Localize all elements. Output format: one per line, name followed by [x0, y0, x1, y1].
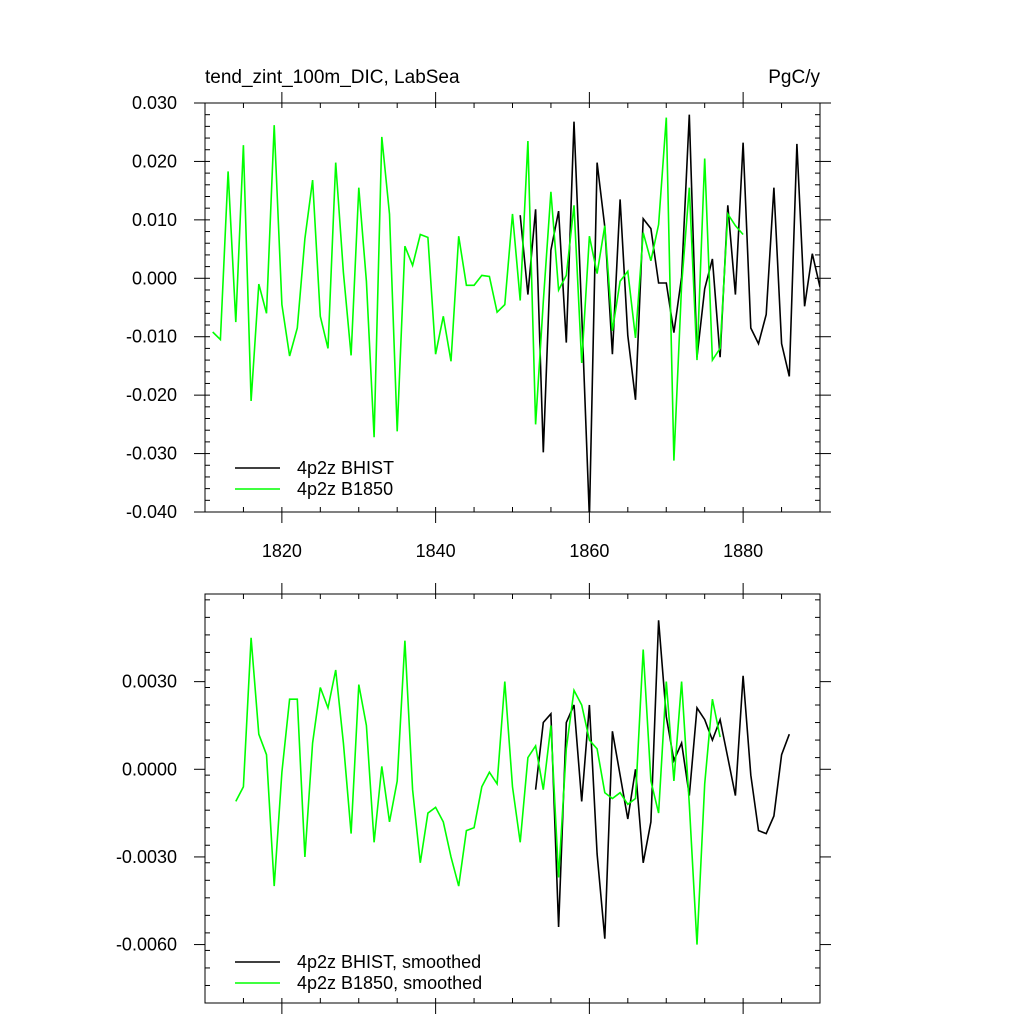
y-tick-label: -0.030 [126, 444, 177, 464]
units-label: PgC/y [768, 67, 820, 88]
chart-title: tend_zint_100m_DIC, LabSea [205, 67, 460, 88]
bottom-series-line-b1850 [235, 637, 721, 945]
y-tick-label: 0.030 [132, 93, 177, 113]
top-panel: 1820 1840 1860 1880 -0.040 -0.030 -0.020 -0.010… [126, 67, 831, 561]
y-tick-label: 0.000 [132, 268, 177, 288]
y-tick-label: 0.010 [132, 210, 177, 230]
y-tick-label: -0.040 [126, 502, 177, 522]
y-tick-label: -0.010 [126, 327, 177, 347]
y-tick-label: -0.0060 [116, 935, 177, 955]
x-tick-label: 1880 [723, 541, 763, 561]
legend-label-b1850: 4p2z B1850, smoothed [297, 973, 482, 993]
top-series-line-b1850 [212, 117, 744, 461]
top-plot-frame [204, 102, 821, 513]
y-tick-label: 0.020 [132, 151, 177, 171]
y-tick-label: -0.020 [126, 385, 177, 405]
bottom-series-line-bhist [534, 620, 791, 939]
bottom-panel: -0.0060 -0.0030 0.0000 0.0030 4p2z BHIST, sm… [116, 583, 831, 1014]
x-tick-label: 1820 [262, 541, 302, 561]
y-tick-label: 0.0000 [122, 759, 177, 779]
legend-label-bhist: 4p2z BHIST, smoothed [297, 952, 481, 972]
bottom-plot-frame [204, 593, 821, 1004]
x-tick-label: 1860 [569, 541, 609, 561]
legend-label-bhist: 4p2z BHIST [297, 458, 394, 478]
x-tick-label: 1840 [416, 541, 456, 561]
y-tick-label: 0.0030 [122, 672, 177, 692]
y-tick-label: -0.0030 [116, 847, 177, 867]
legend-label-b1850: 4p2z B1850 [297, 479, 393, 499]
